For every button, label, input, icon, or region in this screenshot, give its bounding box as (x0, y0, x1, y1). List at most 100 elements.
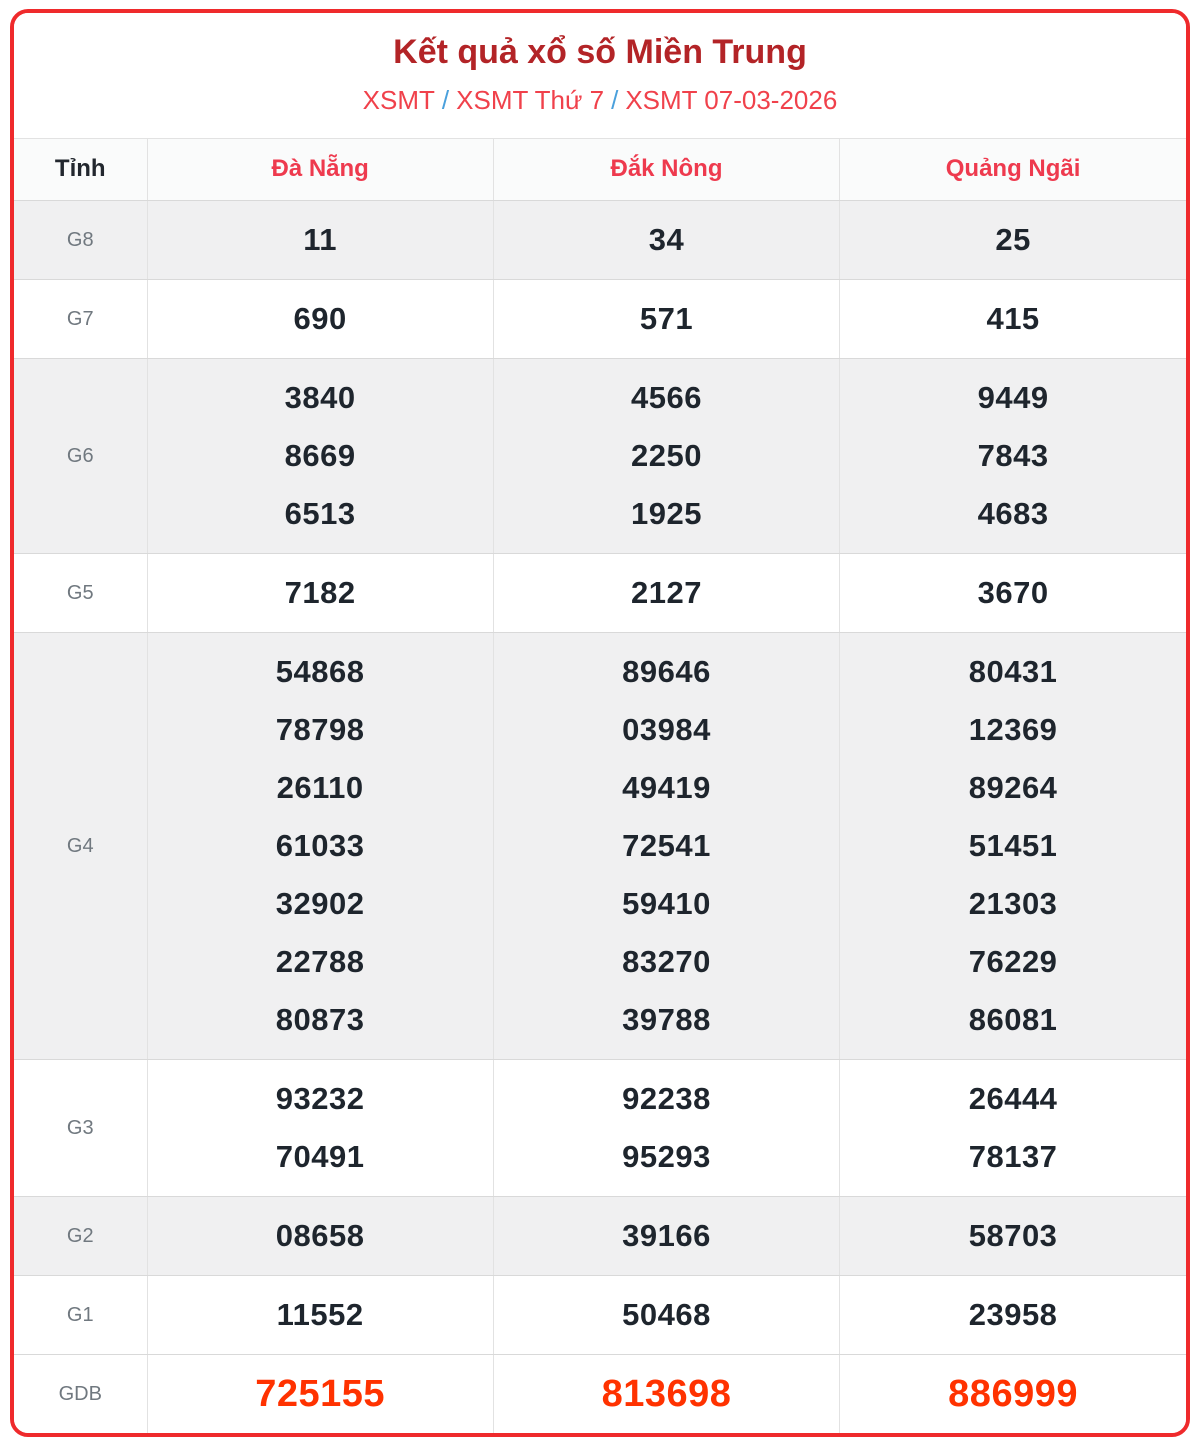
breadcrumb-link-xsmt-thu-7[interactable]: XSMT Thứ 7 (456, 85, 605, 116)
prize-number: 61033 (275, 828, 365, 864)
result-cell: 886999 (840, 1355, 1186, 1433)
results-table: Tỉnh Đà Nẵng Đắk Nông Quảng Ngãi G8 11 34 2… (14, 138, 1186, 1434)
prize-number: 1925 (631, 496, 702, 532)
prize-number: 7182 (284, 575, 356, 611)
result-cell: 92238 95293 (493, 1059, 841, 1198)
prize-number: 9449 (977, 380, 1049, 416)
prize-number: 4566 (631, 380, 702, 416)
prize-row-g8: G8 11 34 25 (14, 200, 1186, 281)
prize-label: G5 (14, 553, 148, 634)
result-cell: 08658 (147, 1196, 494, 1277)
result-cell: 4566 2250 1925 (493, 358, 841, 555)
result-cell: 26444 78137 (839, 1059, 1186, 1198)
results-body: G8 11 34 25 G7 690 571 415 G6 3840 8669 6513 4566 225… (14, 200, 1186, 1434)
prize-number: 39788 (622, 1002, 711, 1038)
prize-row-g2: G2 08658 39166 58703 (14, 1196, 1186, 1277)
page-title: Kết quả xổ số Miền Trung (393, 33, 807, 71)
prize-number: 78798 (275, 712, 365, 748)
prize-row-g7: G7 690 571 415 (14, 279, 1186, 360)
prize-number: 70491 (275, 1139, 365, 1175)
prize-label: G8 (14, 200, 148, 281)
breadcrumb-link-xsmt[interactable]: XSMT (362, 85, 435, 116)
prize-number: 59410 (622, 886, 711, 922)
result-cell: 80431 12369 89264 51451 21303 76229 86081 (839, 632, 1186, 1061)
prize-number: 83270 (622, 944, 711, 980)
prize-number: 25 (995, 222, 1031, 258)
result-cell: 11 (147, 200, 494, 281)
prize-number: 95293 (622, 1139, 711, 1175)
prize-number: 415 (986, 301, 1040, 337)
result-cell: 89646 03984 49419 72541 59410 83270 39788 (493, 632, 841, 1061)
prize-number: 3670 (977, 575, 1049, 611)
prize-number: 78137 (968, 1139, 1058, 1175)
breadcrumb-link-xsmt-date[interactable]: XSMT 07-03-2026 (625, 85, 838, 116)
prize-label: G2 (14, 1196, 148, 1277)
prize-number: 51451 (968, 828, 1058, 864)
prize-number: 11 (303, 222, 338, 258)
column-header-tinh: Tỉnh (14, 138, 148, 202)
breadcrumb-separator: / (611, 85, 619, 116)
result-cell: 3670 (839, 553, 1186, 634)
prize-row-g4: G4 54868 78798 26110 61033 32902 22788 80873 896… (14, 632, 1186, 1061)
prize-number: 3840 (284, 380, 356, 416)
prize-row-g1: G1 11552 50468 23958 (14, 1275, 1186, 1356)
prize-number: 49419 (622, 770, 711, 806)
prize-number: 6513 (284, 496, 356, 532)
prize-number: 32902 (275, 886, 365, 922)
prize-label: G7 (14, 279, 148, 360)
prize-number: 22788 (275, 944, 365, 980)
prize-number: 11552 (276, 1297, 364, 1333)
lottery-result-card: Kết quả xổ số Miền Trung XSMT / XSMT Thứ 7… (10, 9, 1190, 1438)
prize-number: 23958 (968, 1297, 1058, 1333)
result-cell: 50468 (493, 1275, 841, 1356)
result-cell: 23958 (839, 1275, 1186, 1356)
prize-number: 21303 (968, 886, 1058, 922)
prize-label: G1 (14, 1275, 148, 1356)
prize-label: G3 (14, 1059, 148, 1198)
prize-label: G4 (14, 632, 148, 1061)
prize-number: 92238 (622, 1081, 711, 1117)
prize-number: 8669 (284, 438, 356, 474)
prize-number: 2250 (631, 438, 702, 474)
prize-label: G6 (14, 358, 148, 555)
result-cell: 39166 (493, 1196, 841, 1277)
prize-number: 12369 (968, 712, 1058, 748)
result-cell: 9449 7843 4683 (839, 358, 1186, 555)
prize-number: 7843 (977, 438, 1049, 474)
prize-number: 72541 (622, 828, 711, 864)
result-cell: 813698 (493, 1354, 841, 1434)
prize-number: 08658 (275, 1218, 365, 1254)
prize-number: 93232 (275, 1081, 365, 1117)
prize-number: 03984 (622, 712, 711, 748)
prize-number: 58703 (968, 1218, 1058, 1254)
prize-row-g6: G6 3840 8669 6513 4566 2250 1925 9449 7843 4683 (14, 358, 1186, 555)
prize-number: 80873 (275, 1002, 365, 1038)
prize-number: 89264 (968, 770, 1058, 806)
prize-number: 50468 (622, 1297, 711, 1333)
prize-number: 86081 (968, 1002, 1058, 1038)
result-cell: 34 (493, 200, 841, 281)
result-cell: 2127 (493, 553, 841, 634)
header-row: Tỉnh Đà Nẵng Đắk Nông Quảng Ngãi (14, 138, 1186, 202)
prize-number: 4683 (977, 496, 1049, 532)
prize-label: GDB (14, 1354, 148, 1434)
result-cell: 415 (839, 279, 1186, 360)
result-cell: 58703 (839, 1196, 1186, 1277)
column-header-quang-ngai[interactable]: Quảng Ngãi (839, 138, 1186, 202)
prize-number: 886999 (948, 1373, 1078, 1416)
result-cell: 93232 70491 (147, 1059, 494, 1198)
prize-number: 690 (293, 301, 347, 337)
prize-number: 26110 (276, 770, 364, 806)
prize-number: 571 (639, 301, 694, 337)
prize-row-g5: G5 7182 2127 3670 (14, 553, 1186, 634)
prize-number: 54868 (275, 654, 365, 690)
result-cell: 3840 8669 6513 (147, 358, 494, 555)
prize-number: 725155 (255, 1373, 386, 1416)
breadcrumb: XSMT / XSMT Thứ 7/XSMT 07-03-2026 (24, 85, 1176, 116)
prize-row-g3: G3 93232 70491 92238 95293 26444 78137 (14, 1059, 1186, 1198)
column-header-dak-nong[interactable]: Đắk Nông (493, 138, 841, 202)
result-cell: 11552 (147, 1275, 494, 1356)
result-cell: 54868 78798 26110 61033 32902 22788 80873 (147, 632, 494, 1061)
column-header-da-nang[interactable]: Đà Nẵng (147, 138, 494, 202)
prize-number: 26444 (968, 1081, 1058, 1117)
